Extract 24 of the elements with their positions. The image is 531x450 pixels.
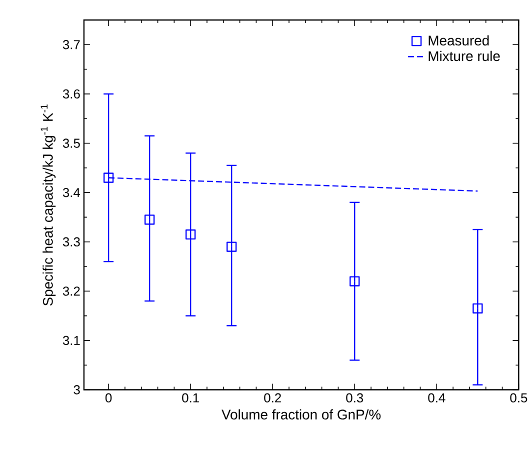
x-tick-label: 0	[105, 393, 112, 403]
y-tick-label: 3.7	[62, 40, 80, 50]
legend-label: Measured	[428, 35, 489, 46]
y-axis-title: Specific heat capacity/kJ kg$^{-1}$ K$^{-1}$	[40, 104, 56, 306]
point	[186, 230, 196, 240]
x-tick-label: 0.1	[182, 393, 199, 403]
y-tick-label: 3.2	[62, 286, 80, 296]
point	[103, 172, 114, 183]
legend-label: Mixture rule	[428, 50, 500, 62]
x-axis-title: Volume fraction of GnP/%	[222, 409, 381, 420]
y-tick-label: 3	[74, 385, 80, 394]
point	[144, 214, 155, 225]
y-tick-label: 3.4	[62, 188, 80, 198]
x-tick-label: 0.3	[346, 393, 364, 403]
x-tick-label: 0.2	[264, 393, 281, 403]
y-tick-label: 3.3	[62, 237, 80, 247]
x-tick-label: 0.4	[428, 393, 446, 403]
y-tick-label: 3.1	[62, 336, 80, 346]
y-tick-label: 3.6	[62, 89, 80, 99]
point	[472, 303, 483, 314]
point	[226, 242, 237, 252]
point	[350, 276, 360, 287]
y-tick-label: 3.5	[62, 138, 80, 148]
x-tick-label: 0.5	[510, 393, 528, 403]
